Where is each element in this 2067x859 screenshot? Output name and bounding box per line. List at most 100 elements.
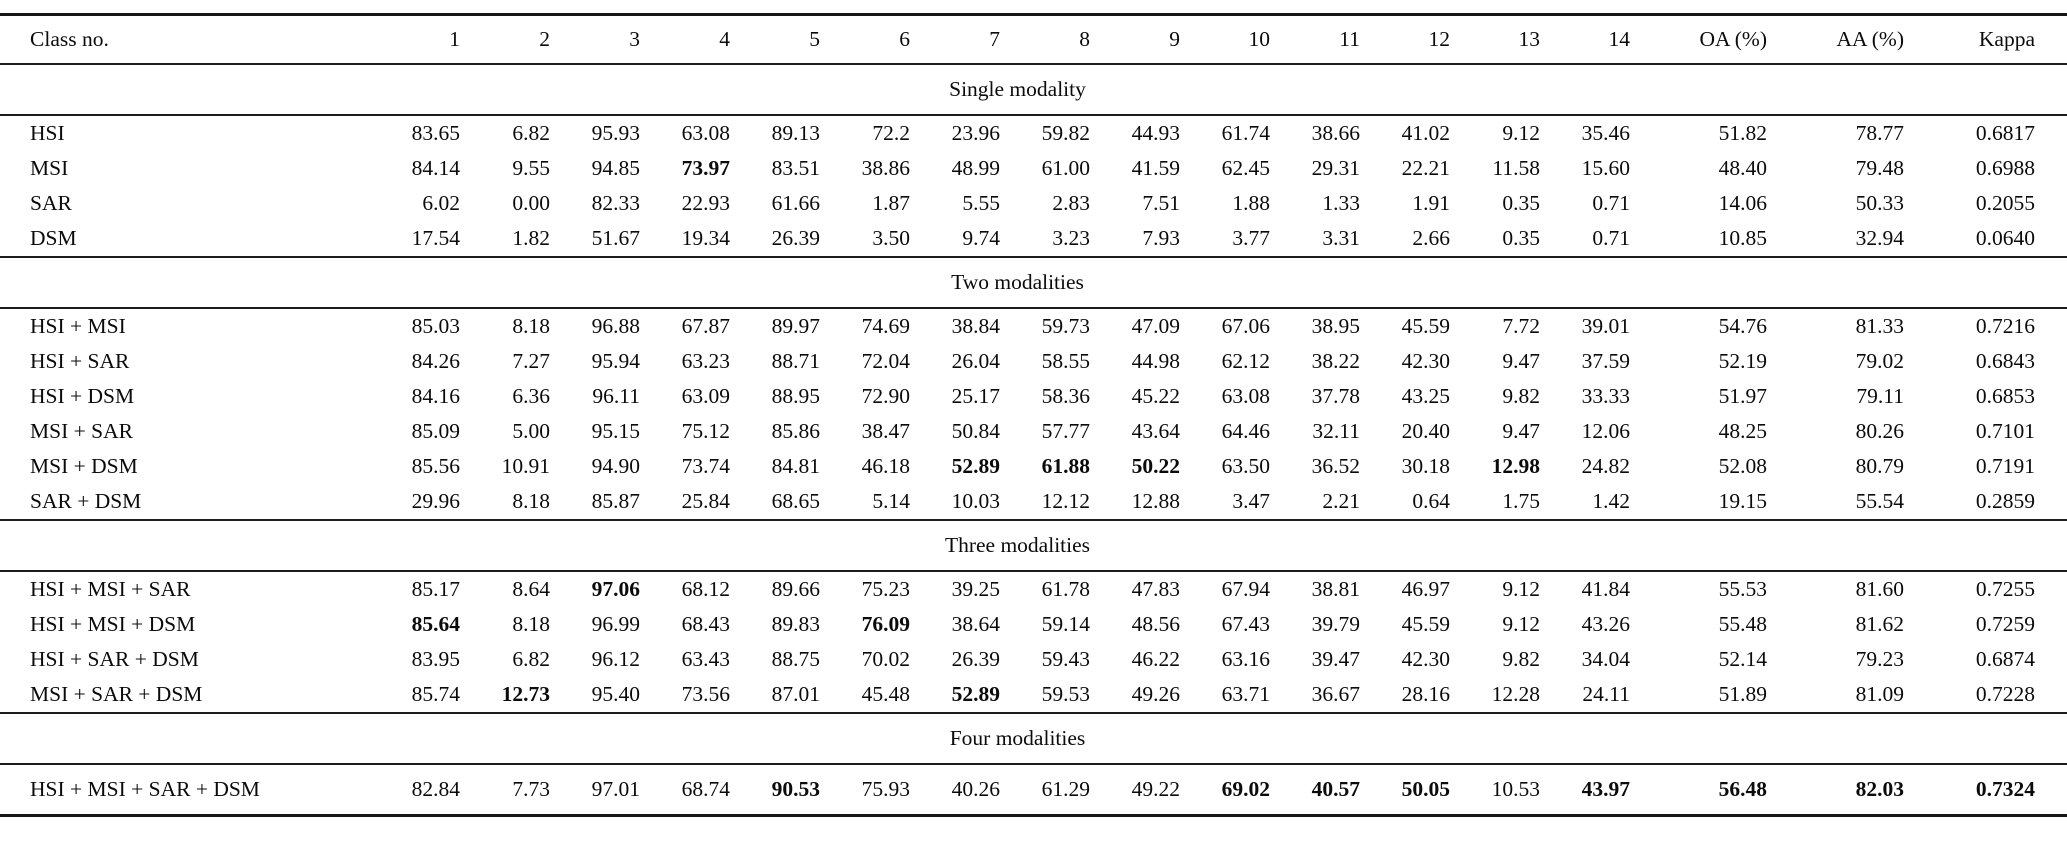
value-cell: 48.40	[1718, 156, 1767, 180]
value-cell: 32.94	[1855, 226, 1904, 250]
value-cell: 0.7324	[1975, 777, 2035, 801]
value-cell: 0.6853	[1975, 384, 2035, 408]
value-cell: 5.14	[872, 489, 910, 513]
column-header: 12	[1362, 13, 1452, 65]
value-cell: 76.09	[861, 612, 910, 636]
value-cell: 12.06	[1581, 419, 1630, 443]
value-cell: 36.52	[1311, 454, 1360, 478]
value-cell: 95.94	[591, 349, 640, 373]
column-header: AA (%)	[1769, 13, 1906, 65]
value-cell: 0.7191	[1975, 454, 2035, 478]
value-cell: 96.99	[591, 612, 640, 636]
value-cell: 95.93	[591, 121, 640, 145]
value-cell: 82.84	[411, 777, 460, 801]
value-cell: 49.26	[1131, 682, 1180, 706]
value-cell: 10.91	[501, 454, 550, 478]
value-cell: 12.28	[1491, 682, 1540, 706]
section-title-row: Three modalities	[0, 519, 2067, 572]
table-header: Class no. 1 2 3 4 5 6 7 8 9 10 11 12 13 14 OA (%) AA (%)…	[0, 13, 2067, 65]
value-cell: 89.83	[771, 612, 820, 636]
value-cell: 79.23	[1855, 647, 1904, 671]
value-cell: 94.90	[591, 454, 640, 478]
value-cell: 79.02	[1855, 349, 1904, 373]
column-header: 7	[912, 13, 1002, 65]
section-title-row: Two modalities	[0, 256, 2067, 309]
row-label: MSI	[30, 156, 69, 180]
table-row: MSI + DSM 85.56 10.91 94.90 73.74 84.81 46.18 5…	[0, 449, 2067, 484]
value-cell: 0.6874	[1975, 647, 2035, 671]
value-cell: 23.96	[951, 121, 1000, 145]
value-cell: 58.36	[1041, 384, 1090, 408]
value-cell: 8.18	[512, 489, 550, 513]
value-cell: 9.82	[1502, 384, 1540, 408]
value-cell: 45.22	[1131, 384, 1180, 408]
value-cell: 39.47	[1311, 647, 1360, 671]
value-cell: 1.87	[872, 191, 910, 215]
value-cell: 63.09	[681, 384, 730, 408]
header-row: Class no. 1 2 3 4 5 6 7 8 9 10 11 12 13 14 OA (%) AA (%)…	[0, 13, 2067, 65]
value-cell: 61.88	[1041, 454, 1090, 478]
value-cell: 73.97	[681, 156, 730, 180]
value-cell: 83.65	[411, 121, 460, 145]
value-cell: 32.11	[1312, 419, 1360, 443]
value-cell: 24.82	[1581, 454, 1630, 478]
row-label: HSI + SAR + DSM	[30, 647, 199, 671]
value-cell: 40.57	[1311, 777, 1360, 801]
value-cell: 58.55	[1041, 349, 1090, 373]
results-table: Class no. 1 2 3 4 5 6 7 8 9 10 11 12 13 14 OA (%) AA (%)…	[0, 13, 2067, 817]
value-cell: 96.88	[591, 314, 640, 338]
value-cell: 0.0640	[1975, 226, 2035, 250]
value-cell: 96.11	[592, 384, 640, 408]
table-row: DSM 17.54 1.82 51.67 19.34 26.39 3.50 9.74 3.23 7…	[0, 221, 2067, 257]
value-cell: 35.46	[1581, 121, 1630, 145]
column-header: 10	[1182, 13, 1272, 65]
value-cell: 7.27	[512, 349, 550, 373]
section-title: Three modalities	[0, 519, 2067, 572]
value-cell: 7.73	[512, 777, 550, 801]
value-cell: 2.66	[1412, 226, 1450, 250]
value-cell: 40.26	[951, 777, 1000, 801]
value-cell: 89.13	[771, 121, 820, 145]
value-cell: 46.97	[1401, 577, 1450, 601]
value-cell: 10.85	[1718, 226, 1767, 250]
value-cell: 7.51	[1142, 191, 1180, 215]
table-row: HSI + SAR 84.26 7.27 95.94 63.23 88.71 72.04 26…	[0, 344, 2067, 379]
value-cell: 74.69	[861, 314, 910, 338]
section: Two modalities HSI + MSI 85.03 8.18 96.88 67.…	[0, 256, 2067, 520]
value-cell: 64.46	[1221, 419, 1270, 443]
value-cell: 56.48	[1718, 777, 1767, 801]
value-cell: 3.50	[872, 226, 910, 250]
value-cell: 80.79	[1855, 454, 1904, 478]
value-cell: 51.97	[1718, 384, 1767, 408]
value-cell: 85.56	[411, 454, 460, 478]
value-cell: 12.12	[1041, 489, 1090, 513]
value-cell: 83.95	[411, 647, 460, 671]
value-cell: 1.82	[512, 226, 550, 250]
value-cell: 61.00	[1041, 156, 1090, 180]
row-label: HSI + MSI	[30, 314, 126, 338]
value-cell: 51.82	[1718, 121, 1767, 145]
value-cell: 68.43	[681, 612, 730, 636]
value-cell: 0.35	[1502, 226, 1540, 250]
value-cell: 3.47	[1232, 489, 1270, 513]
value-cell: 61.78	[1041, 577, 1090, 601]
class-no-header: Class no.	[0, 13, 372, 65]
value-cell: 50.33	[1855, 191, 1904, 215]
section: Three modalities HSI + MSI + SAR 85.17 8.64…	[0, 519, 2067, 713]
value-cell: 85.74	[411, 682, 460, 706]
section: Single modality HSI 83.65 6.82 95.93 63.08 89.…	[0, 63, 2067, 257]
value-cell: 0.35	[1502, 191, 1540, 215]
value-cell: 69.02	[1221, 777, 1270, 801]
value-cell: 47.09	[1131, 314, 1180, 338]
table-row: HSI + MSI + SAR 85.17 8.64 97.06 68.12 89.66 7…	[0, 571, 2067, 607]
value-cell: 9.12	[1502, 577, 1540, 601]
value-cell: 46.18	[861, 454, 910, 478]
value-cell: 12.73	[501, 682, 550, 706]
value-cell: 85.17	[411, 577, 460, 601]
value-cell: 90.53	[771, 777, 820, 801]
column-header: 3	[552, 13, 642, 65]
section-title-row: Four modalities	[0, 712, 2067, 765]
value-cell: 38.64	[951, 612, 1000, 636]
value-cell: 88.95	[771, 384, 820, 408]
value-cell: 9.55	[512, 156, 550, 180]
